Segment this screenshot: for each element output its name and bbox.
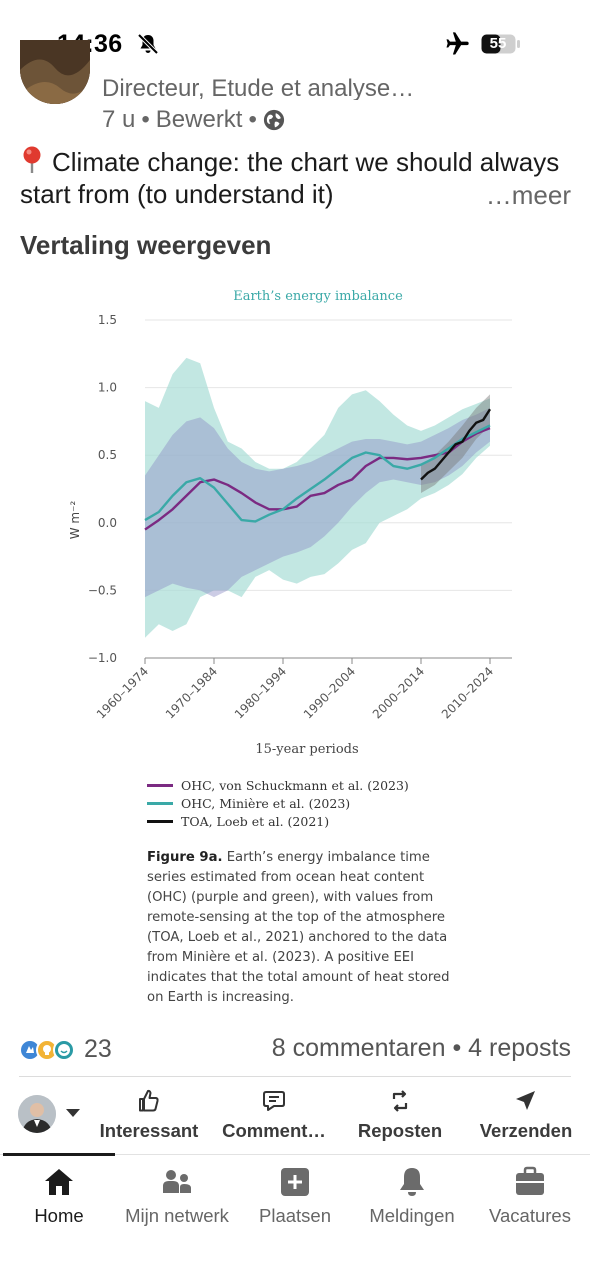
comment-button[interactable]: Comment… bbox=[218, 1088, 330, 1142]
minieres-uncertainty-band bbox=[145, 357, 490, 638]
series-line-2 bbox=[144, 424, 491, 523]
y-tick-label: 0.5 bbox=[98, 448, 117, 462]
legend-swatch bbox=[147, 819, 173, 823]
home-icon bbox=[45, 1169, 73, 1195]
briefcase-icon bbox=[516, 1166, 544, 1195]
caption-label: Figure 9a. bbox=[147, 850, 223, 865]
tab-label: Mijn netwerk bbox=[125, 1205, 229, 1226]
social-counts: 8 commentaren • 4 reposts bbox=[272, 1034, 571, 1063]
tab-label: Plaatsen bbox=[259, 1205, 331, 1226]
action-label: Reposten bbox=[357, 1120, 443, 1141]
reposts-count[interactable]: 4 reposts bbox=[468, 1034, 571, 1062]
funny-reaction-icon bbox=[53, 1038, 75, 1061]
tab-network[interactable]: Mijn netwerk bbox=[118, 1165, 236, 1227]
tab-label: Meldingen bbox=[369, 1205, 455, 1226]
y-tick-label: −0.5 bbox=[88, 583, 117, 597]
meta-separator: • bbox=[141, 106, 150, 133]
caption-text: Earth’s energy imbalance time series est… bbox=[147, 850, 450, 1005]
show-translation-link[interactable]: Vertaling weergeven bbox=[20, 230, 272, 260]
x-tick-label: 2000–2014 bbox=[370, 664, 427, 721]
legend-swatch bbox=[147, 801, 173, 805]
network-icon bbox=[163, 1170, 191, 1193]
pushpin-icon bbox=[23, 146, 41, 173]
legend-entry: OHC, von Schuckmann et al. (2023) bbox=[147, 776, 409, 794]
repost-icon bbox=[392, 1090, 408, 1112]
tab-notifications[interactable]: Meldingen bbox=[362, 1165, 462, 1227]
bell-icon bbox=[400, 1168, 424, 1196]
post-meta: 7 u • Bewerkt • bbox=[102, 106, 285, 134]
meta-separator: • bbox=[248, 106, 257, 133]
chart-legend: OHC, von Schuckmann et al. (2023) OHC, M… bbox=[147, 776, 409, 830]
legend-label: OHC, Minière et al. (2023) bbox=[181, 795, 351, 811]
comment-icon bbox=[263, 1091, 285, 1111]
globe-icon bbox=[263, 109, 284, 131]
action-label: Verzenden bbox=[479, 1120, 573, 1141]
tab-home[interactable]: Home bbox=[22, 1165, 96, 1227]
action-label: Comment… bbox=[222, 1120, 326, 1141]
airplane-icon bbox=[446, 32, 469, 55]
send-icon bbox=[516, 1091, 535, 1110]
active-tab-indicator bbox=[3, 1153, 115, 1156]
y-tick-label: 0.0 bbox=[98, 516, 117, 530]
see-more-link[interactable]: …meer bbox=[485, 180, 571, 210]
reaction-count: 23 bbox=[84, 1035, 112, 1063]
legend-entry: OHC, Minière et al. (2023) bbox=[147, 794, 409, 812]
series-line-1 bbox=[144, 427, 491, 531]
schuckmann-uncertainty-band bbox=[145, 407, 490, 598]
legend-label: OHC, von Schuckmann et al. (2023) bbox=[181, 777, 409, 793]
post-text[interactable]: Climate change: the chart we should alwa… bbox=[20, 146, 575, 210]
author-headline[interactable]: Directeur, Etude et analyse… bbox=[102, 75, 415, 100]
reactions-summary[interactable]: 23 bbox=[19, 1035, 112, 1064]
chevron-down-icon[interactable] bbox=[66, 1108, 80, 1118]
y-axis-label: W m⁻² bbox=[68, 501, 82, 540]
tab-label: Vacatures bbox=[489, 1205, 571, 1226]
tab-label: Home bbox=[34, 1205, 84, 1226]
send-button[interactable]: Verzenden bbox=[474, 1088, 578, 1142]
post-edited-label: Bewerkt bbox=[155, 106, 243, 133]
legend-label: TOA, Loeb et al. (2021) bbox=[181, 813, 330, 829]
x-tick-label: 1960–1974 bbox=[94, 664, 151, 721]
series-line-3 bbox=[420, 408, 492, 481]
battery-level: 55 bbox=[489, 35, 507, 52]
legend-entry: TOA, Loeb et al. (2021) bbox=[147, 812, 409, 830]
x-axis-label: 15-year periods bbox=[255, 742, 358, 757]
action-label: Interessant bbox=[99, 1120, 199, 1141]
x-tick-label: 2010–2024 bbox=[439, 664, 496, 721]
x-tick-label: 1990–2004 bbox=[301, 664, 358, 721]
tab-jobs[interactable]: Vacatures bbox=[482, 1165, 578, 1227]
x-tick-label: 1980–1994 bbox=[232, 664, 289, 721]
tab-bar-divider bbox=[0, 1154, 590, 1155]
bell-off-icon bbox=[137, 33, 159, 55]
like-icon bbox=[139, 1089, 159, 1112]
figure-caption: Figure 9a. Earth’s energy imbalance time… bbox=[147, 848, 457, 1008]
comments-count[interactable]: 8 commentaren bbox=[271, 1034, 446, 1062]
author-avatar[interactable] bbox=[20, 40, 90, 104]
current-user-avatar[interactable] bbox=[18, 1095, 56, 1133]
energy-imbalance-chart: Earth’s energy imbalance W m⁻² 15-year p… bbox=[68, 289, 512, 757]
y-tick-label: 1.5 bbox=[98, 313, 117, 327]
y-tick-label: −1.0 bbox=[88, 651, 117, 665]
chart-title: Earth’s energy imbalance bbox=[233, 289, 403, 304]
post-image[interactable]: Earth’s energy imbalance W m⁻² 15-year p… bbox=[57, 282, 532, 1007]
post-body-text: Climate change: the chart we should alwa… bbox=[20, 147, 560, 209]
divider bbox=[19, 1076, 571, 1077]
battery-icon bbox=[481, 34, 520, 54]
post-time: 7 u bbox=[102, 106, 136, 133]
x-tick-label: 1970–1984 bbox=[163, 664, 220, 721]
y-tick-label: 1.0 bbox=[98, 381, 117, 395]
like-button[interactable]: Interessant bbox=[95, 1088, 203, 1142]
social-separator: • bbox=[452, 1034, 462, 1062]
tab-post[interactable]: Plaatsen bbox=[254, 1165, 336, 1227]
repost-button[interactable]: Reposten bbox=[350, 1088, 450, 1142]
legend-swatch bbox=[147, 783, 173, 787]
plus-icon bbox=[281, 1168, 309, 1196]
